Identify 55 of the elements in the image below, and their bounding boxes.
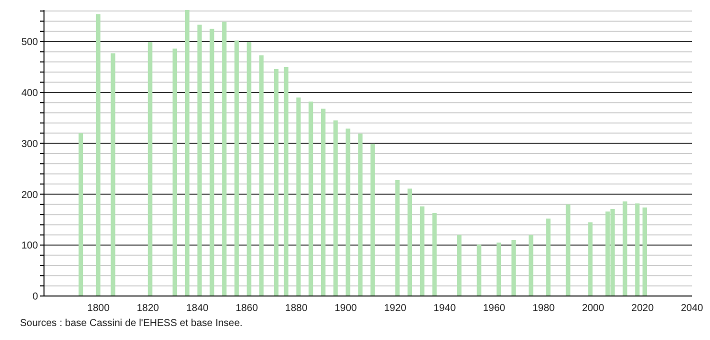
y-tick-label: 100 (21, 240, 38, 252)
bar (274, 69, 278, 296)
x-tick-label: 1980 (532, 303, 556, 314)
bar (358, 134, 363, 296)
bar (496, 242, 502, 296)
x-tick-label: 1880 (285, 303, 308, 314)
bar (308, 102, 314, 296)
bar (635, 203, 640, 296)
bar (110, 53, 116, 296)
x-tick-label: 2020 (631, 303, 654, 314)
bar (284, 66, 288, 296)
bar (395, 180, 400, 296)
bar (432, 213, 437, 296)
y-tick-label: 500 (21, 37, 38, 48)
x-tick-label: 1960 (483, 303, 506, 314)
bar (370, 144, 375, 296)
x-tick-label: 1840 (186, 303, 209, 314)
bar (148, 42, 152, 296)
bar (642, 207, 647, 296)
x-tick-label: 2040 (680, 303, 704, 314)
bar (321, 108, 326, 296)
bar (78, 133, 84, 296)
x-tick-label: 1900 (334, 303, 358, 314)
x-tick-label: 1820 (136, 303, 160, 314)
source-note: Sources : base Cassini de l'EHESS et base Insee. (20, 318, 244, 329)
x-tick-label: 1940 (434, 303, 456, 314)
bar (333, 120, 338, 296)
x-tick-label: 1920 (384, 303, 407, 314)
bar (546, 218, 551, 296)
bar (408, 188, 412, 296)
bar (511, 240, 516, 296)
y-tick-label: 400 (21, 88, 38, 99)
bar (259, 55, 264, 296)
bar (197, 24, 202, 296)
bar (222, 22, 227, 296)
bar (457, 234, 462, 296)
bar (346, 128, 350, 296)
bar (622, 201, 628, 296)
bar (234, 40, 239, 296)
bar (246, 42, 252, 296)
bar (172, 48, 178, 296)
y-tick-label: 300 (21, 138, 38, 150)
bar (476, 244, 482, 296)
x-tick-label: 1800 (87, 303, 110, 314)
bar (210, 28, 214, 296)
bar (184, 10, 190, 296)
bar (296, 98, 301, 296)
bar (96, 14, 100, 296)
y-tick-label: 0 (32, 292, 38, 303)
x-tick-label: 1860 (236, 303, 258, 314)
y-tick-label: 200 (21, 190, 38, 201)
x-tick-label: 2000 (582, 303, 605, 314)
bar (420, 206, 424, 296)
bar (588, 222, 593, 296)
bar (566, 204, 570, 296)
